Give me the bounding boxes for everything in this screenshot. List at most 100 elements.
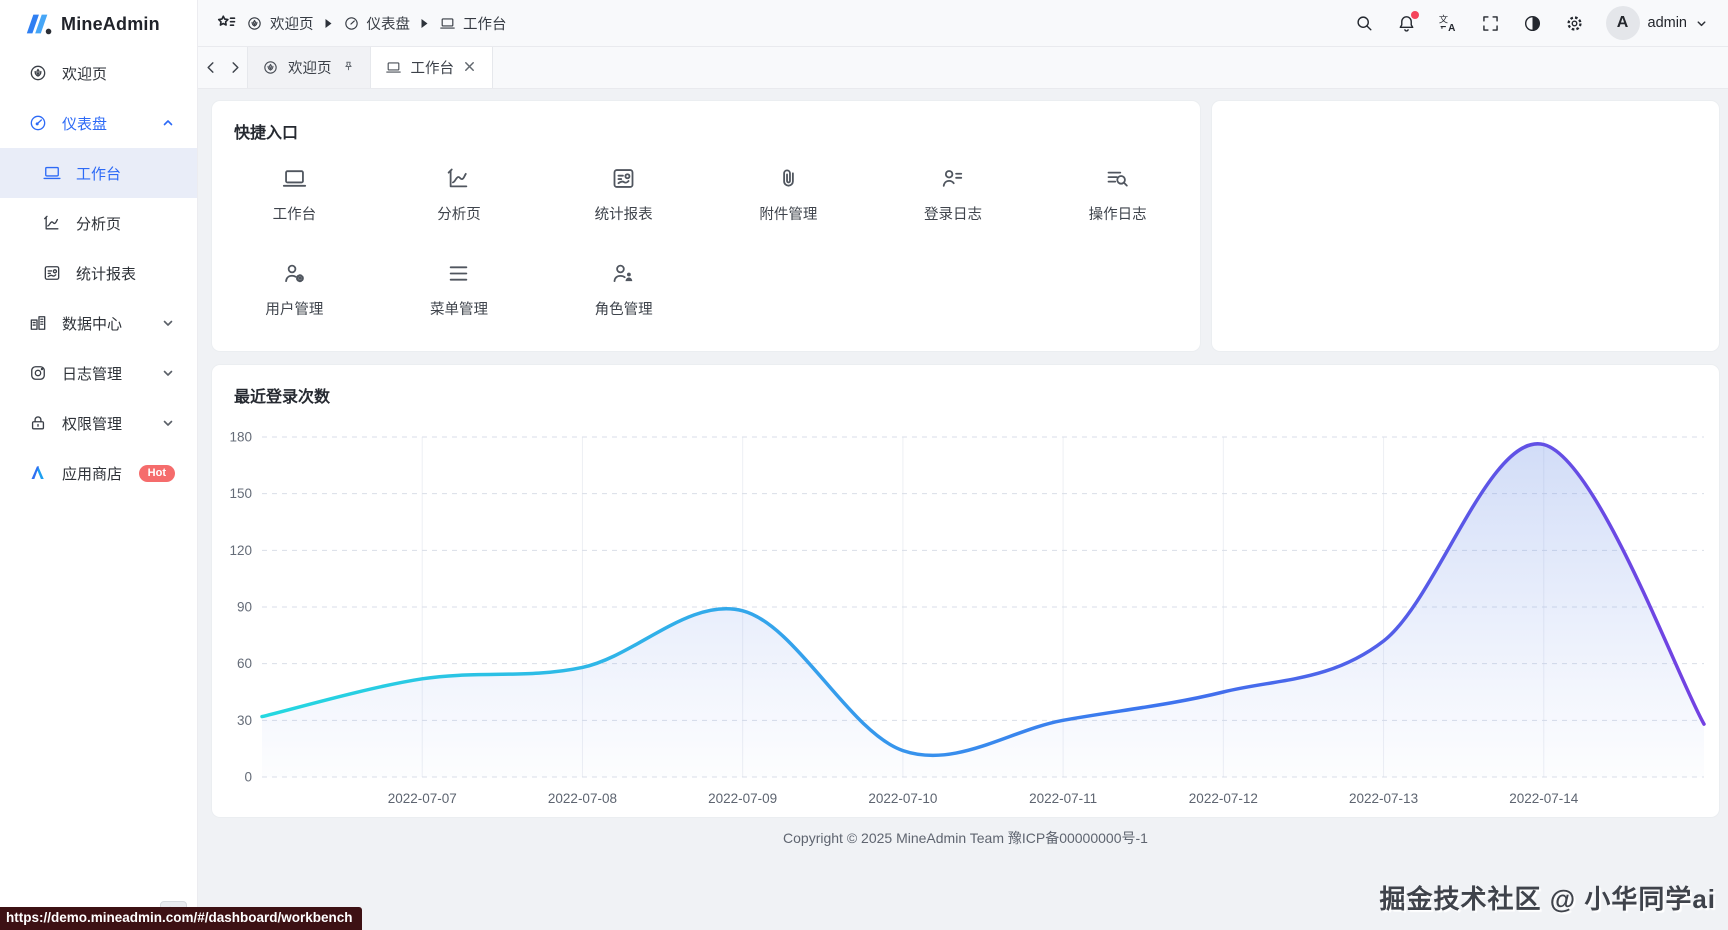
workbench-icon — [281, 165, 308, 192]
svg-text:2022-07-09: 2022-07-09 — [708, 791, 777, 806]
workbench-icon — [385, 59, 402, 76]
page-content: 快捷入口 工作台 分析页 — [198, 89, 1728, 930]
quick-item-login-log[interactable]: 登录日志 — [871, 147, 1036, 242]
top-bar: 欢迎页 仪表盘 工作台 — [198, 0, 1728, 47]
tabs-scroll-right-button[interactable] — [223, 47, 248, 88]
tab-bar: 欢迎页 工作台 — [198, 47, 1728, 89]
chevron-down-icon — [161, 366, 175, 380]
chart-title: 最近登录次数 — [234, 389, 331, 406]
sidebar: MineAdmin 欢迎页 — [0, 0, 198, 930]
quick-item-attachment[interactable]: 附件管理 — [706, 147, 871, 242]
quick-entry-grid: 工作台 分析页 统计报表 — [212, 147, 1200, 337]
chart-area-fill — [262, 443, 1704, 777]
sidebar-item-data-center[interactable]: 数据中心 — [0, 298, 197, 348]
search-icon[interactable] — [1354, 13, 1375, 34]
mineadmin-logo-icon — [24, 10, 52, 38]
chevron-down-icon — [161, 316, 175, 330]
brand-logo[interactable]: MineAdmin — [0, 0, 197, 48]
svg-text:90: 90 — [237, 600, 252, 615]
translate-icon[interactable]: 文 A — [1438, 13, 1459, 34]
quick-item-workbench[interactable]: 工作台 — [212, 147, 377, 242]
paperclip-icon — [775, 165, 802, 192]
main-area: 欢迎页 仪表盘 工作台 — [198, 0, 1728, 930]
login-chart-card: 最近登录次数 — [212, 365, 1719, 817]
sidebar-item-permission[interactable]: 权限管理 — [0, 398, 197, 448]
svg-text:60: 60 — [237, 656, 252, 671]
breadcrumb-separator-icon — [324, 18, 333, 29]
avatar: A — [1605, 6, 1640, 40]
data-center-icon — [28, 313, 48, 333]
user-list-icon — [939, 165, 966, 192]
sidebar-menu: 欢迎页 仪表盘 — [0, 48, 197, 498]
lock-icon — [28, 413, 48, 433]
analysis-icon — [42, 213, 62, 233]
menu-star-icon[interactable] — [216, 13, 236, 33]
analysis-icon — [445, 165, 472, 192]
pin-icon[interactable] — [341, 60, 356, 75]
tab-welcome[interactable]: 欢迎页 — [248, 47, 371, 88]
svg-text:0: 0 — [244, 770, 252, 785]
sidebar-item-report[interactable]: 统计报表 — [0, 248, 197, 298]
bell-icon[interactable] — [1396, 10, 1419, 34]
dashboard-icon — [28, 113, 48, 133]
welcome-icon — [28, 63, 48, 83]
watermark: 掘金技术社区 @ 小华同学ai — [1379, 884, 1716, 914]
sidebar-item-app-store[interactable]: 应用商店 Hot — [0, 448, 197, 498]
log-manage-icon — [28, 363, 48, 383]
svg-text:A: A — [1448, 22, 1455, 33]
chart-line-series — [260, 442, 1706, 758]
users-icon — [610, 260, 637, 287]
svg-text:150: 150 — [229, 486, 252, 501]
user-gear-icon — [281, 260, 308, 287]
fullscreen-icon[interactable] — [1480, 13, 1501, 34]
breadcrumb-item-dashboard[interactable]: 仪表盘 — [343, 13, 410, 34]
svg-text:文: 文 — [1438, 13, 1447, 24]
workbench-icon — [439, 15, 456, 32]
breadcrumb: 欢迎页 仪表盘 工作台 — [216, 13, 507, 34]
sidebar-item-analysis[interactable]: 分析页 — [0, 198, 197, 248]
svg-text:180: 180 — [229, 430, 252, 445]
chevron-up-icon — [161, 116, 175, 130]
tab-workbench[interactable]: 工作台 — [370, 47, 493, 88]
workbench-icon — [42, 163, 62, 183]
quick-item-analysis[interactable]: 分析页 — [377, 147, 542, 242]
quick-item-operation-log[interactable]: 操作日志 — [1035, 147, 1200, 242]
theme-toggle-icon[interactable] — [1522, 13, 1543, 34]
quick-entry-title: 快捷入口 — [234, 125, 299, 142]
quick-item-menu-manage[interactable]: 菜单管理 — [377, 242, 542, 337]
app-title: MineAdmin — [61, 13, 160, 34]
notification-dot — [1410, 10, 1419, 19]
dashboard-icon — [343, 15, 360, 32]
close-icon[interactable] — [463, 60, 478, 75]
welcome-icon — [262, 59, 279, 76]
svg-text:2022-07-14: 2022-07-14 — [1509, 791, 1579, 806]
report-icon — [42, 263, 62, 283]
quick-item-user-manage[interactable]: 用户管理 — [212, 242, 377, 337]
breadcrumb-item-welcome[interactable]: 欢迎页 — [246, 13, 314, 34]
sidebar-item-log-manage[interactable]: 日志管理 — [0, 348, 197, 398]
svg-text:2022-07-11: 2022-07-11 — [1029, 791, 1097, 806]
quick-item-report[interactable]: 统计报表 — [541, 147, 706, 242]
svg-text:2022-07-10: 2022-07-10 — [868, 791, 937, 806]
welcome-icon — [246, 15, 263, 32]
svg-text:2022-07-08: 2022-07-08 — [548, 791, 617, 806]
svg-text:120: 120 — [229, 543, 252, 558]
svg-text:30: 30 — [237, 713, 252, 728]
copyright-footer: Copyright © 2025 MineAdmin Team 豫ICP备000… — [783, 830, 1148, 846]
quick-item-role-manage[interactable]: 角色管理 — [541, 242, 706, 337]
quick-entry-card: 快捷入口 工作台 分析页 — [212, 101, 1200, 351]
sidebar-item-workbench[interactable]: 工作台 — [0, 148, 197, 198]
tabs-scroll-left-button[interactable] — [198, 47, 223, 88]
settings-icon[interactable] — [1564, 13, 1585, 34]
sidebar-item-dashboard[interactable]: 仪表盘 — [0, 98, 197, 148]
svg-text:2022-07-12: 2022-07-12 — [1189, 791, 1258, 806]
chevron-down-icon — [161, 416, 175, 430]
hot-badge: Hot — [138, 464, 175, 482]
sidebar-item-welcome[interactable]: 欢迎页 — [0, 48, 197, 98]
username: admin — [1647, 15, 1688, 31]
user-menu[interactable]: A admin — [1605, 6, 1709, 40]
svg-text:2022-07-13: 2022-07-13 — [1349, 791, 1418, 806]
topbar-actions: 文 A — [1354, 6, 1709, 40]
breadcrumb-item-workbench[interactable]: 工作台 — [439, 13, 507, 34]
